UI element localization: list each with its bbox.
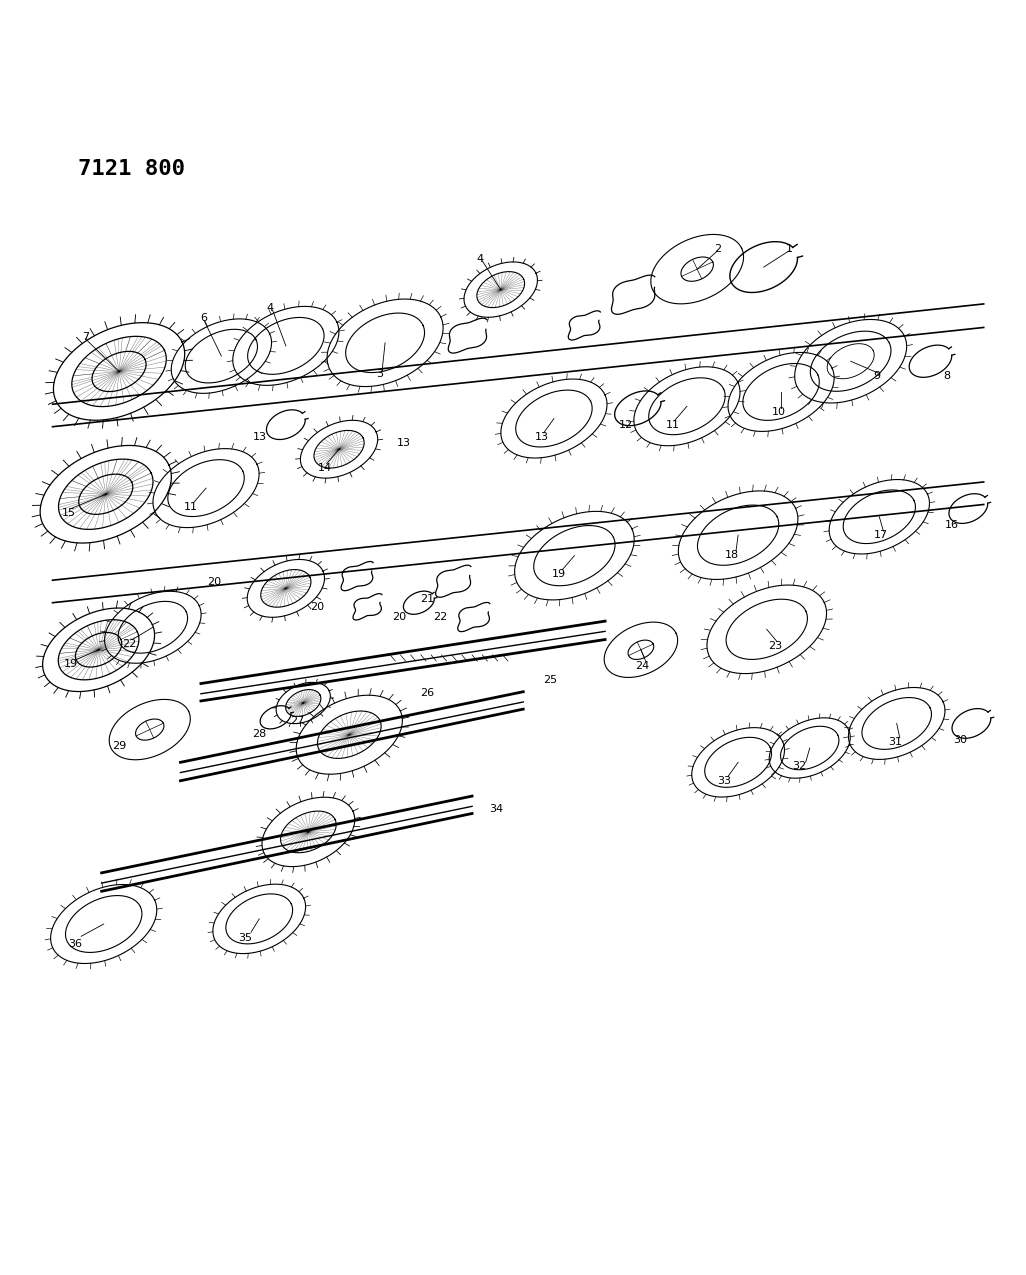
Text: 35: 35: [238, 933, 252, 944]
Text: 12: 12: [619, 419, 633, 430]
Text: 11: 11: [666, 419, 679, 430]
Text: 10: 10: [772, 408, 786, 417]
Text: 1: 1: [786, 244, 793, 254]
Text: 36: 36: [68, 940, 82, 950]
Text: 18: 18: [725, 550, 739, 560]
Text: 22: 22: [122, 639, 136, 649]
Text: 28: 28: [252, 729, 267, 738]
Text: 14: 14: [318, 463, 331, 473]
Text: 7: 7: [82, 332, 89, 342]
Text: 34: 34: [489, 805, 504, 815]
Text: 3: 3: [377, 368, 384, 379]
Text: 13: 13: [253, 432, 267, 442]
Text: 20: 20: [207, 578, 222, 588]
Text: 7121 800: 7121 800: [78, 158, 185, 178]
Text: 13: 13: [535, 432, 549, 442]
Text: 15: 15: [62, 507, 76, 518]
Text: 8: 8: [943, 371, 950, 380]
Text: 33: 33: [717, 775, 731, 785]
Text: 32: 32: [792, 761, 806, 771]
Text: 19: 19: [64, 659, 78, 669]
Text: 17: 17: [874, 530, 889, 541]
Text: 21: 21: [420, 594, 434, 603]
Text: 4: 4: [477, 254, 484, 264]
Text: 29: 29: [112, 741, 126, 751]
Text: 20: 20: [311, 602, 324, 612]
Text: 24: 24: [635, 662, 649, 671]
Text: 2: 2: [714, 244, 721, 254]
Text: 22: 22: [433, 612, 447, 622]
Text: 16: 16: [945, 520, 959, 530]
Text: 20: 20: [392, 612, 406, 622]
Text: 31: 31: [889, 737, 903, 747]
Text: 27: 27: [290, 717, 305, 727]
Text: 23: 23: [767, 640, 782, 650]
Text: 4: 4: [267, 303, 274, 314]
Text: 13: 13: [396, 439, 410, 448]
Text: 30: 30: [953, 734, 968, 745]
Text: 6: 6: [200, 314, 207, 324]
Text: 11: 11: [184, 501, 198, 511]
Text: 26: 26: [420, 687, 434, 697]
Text: 25: 25: [543, 676, 557, 686]
Text: 19: 19: [552, 569, 566, 579]
Text: 9: 9: [874, 371, 881, 380]
